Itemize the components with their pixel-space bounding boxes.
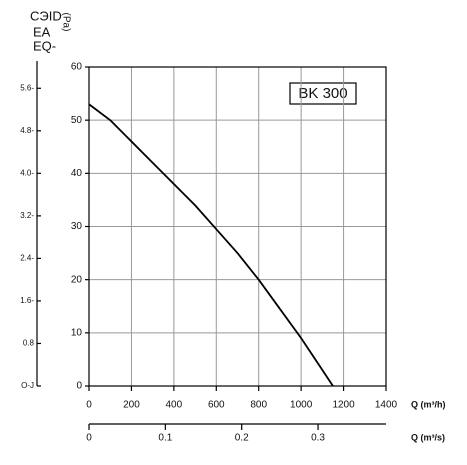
y-tick-label: 50	[71, 115, 83, 126]
y2-label-line: EQ-	[33, 38, 56, 53]
x2-axis-label: Q (m³/s)	[411, 432, 445, 442]
y-tick-label: 30	[71, 221, 83, 232]
plot-frame	[88, 66, 387, 387]
y2-label-line: CЭID	[30, 8, 62, 23]
x-tick-label: 800	[250, 400, 267, 411]
y2-tick-label: O-J	[21, 381, 34, 390]
x2-tick-label: 0.2	[235, 433, 249, 444]
y2-label-line: EA	[33, 24, 51, 39]
y2-tick-label: 0.8	[23, 339, 35, 348]
x-tick-label: 1000	[290, 400, 313, 411]
annotation-box	[289, 82, 357, 105]
y-tick-label: 60	[71, 62, 83, 73]
y2-tick-label: 1.6-	[20, 296, 34, 305]
x-tick-label: 0	[86, 400, 92, 411]
y-tick-label: 10	[71, 327, 83, 338]
x2-tick-label: 0.1	[158, 433, 172, 444]
y2-tick-label: 4.8-	[20, 126, 34, 135]
y-tick-label: 40	[71, 168, 83, 179]
y2-tick-label: 2.4-	[20, 254, 34, 263]
x-tick-label: 200	[123, 400, 140, 411]
y2-tick-label: 4.0-	[20, 168, 34, 177]
x-tick-label: 400	[166, 400, 183, 411]
y-axis-label: (Pa)	[60, 13, 71, 32]
x2-tick-label: 0	[86, 433, 92, 444]
curve	[88, 103, 334, 387]
y2-tick-label: 3.2-	[20, 211, 34, 220]
x-tick-label: 1400	[375, 400, 398, 411]
y-tick-label: 20	[71, 274, 83, 285]
x-tick-label: 600	[208, 400, 225, 411]
x2-tick-label: 0.3	[311, 433, 325, 444]
x-tick-label: 1200	[332, 400, 355, 411]
y2-tick-label: 5.6-	[20, 83, 34, 92]
y-tick-label: 0	[76, 381, 82, 392]
x-axis-label: Q (m³/h)	[411, 399, 446, 409]
annotation: BK 300	[298, 85, 347, 102]
